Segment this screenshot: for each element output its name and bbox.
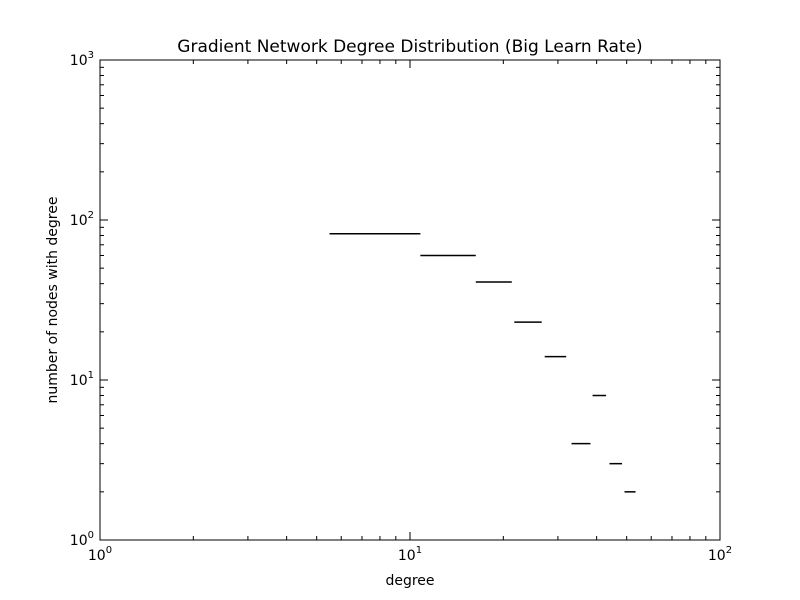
x-axis-label: degree [385,573,434,589]
x-tick-base: 10 [708,548,726,564]
y-tick-exponent: 2 [88,210,94,221]
y-tick-exponent: 3 [88,50,94,61]
x-tick-label: 101 [398,545,422,564]
y-tick-exponent: 0 [88,530,94,541]
y-tick-base: 10 [70,213,88,229]
y-axis-label: number of nodes with degree [45,197,61,404]
y-tick-base: 10 [70,373,88,389]
x-tick-exponent: 1 [416,545,422,556]
x-tick-label: 102 [708,545,732,564]
y-tick-exponent: 1 [88,370,94,381]
y-tick-base: 10 [70,53,88,69]
x-axis: 100 101 102 [88,60,732,564]
x-tick-base: 10 [398,548,416,564]
data-series [329,233,636,493]
x-tick-exponent: 2 [726,545,732,556]
x-tick-label: 100 [88,545,112,564]
y-tick-label: 100 [70,530,94,549]
plot-frame [99,59,721,541]
y-tick-label: 101 [70,370,94,389]
y-tick-label: 102 [70,210,94,229]
y-tick-label: 103 [70,50,94,69]
chart-title: Gradient Network Degree Distribution (Bi… [177,37,642,57]
y-tick-base: 10 [70,533,88,549]
x-tick-exponent: 0 [106,545,112,556]
x-tick-base: 10 [88,548,106,564]
